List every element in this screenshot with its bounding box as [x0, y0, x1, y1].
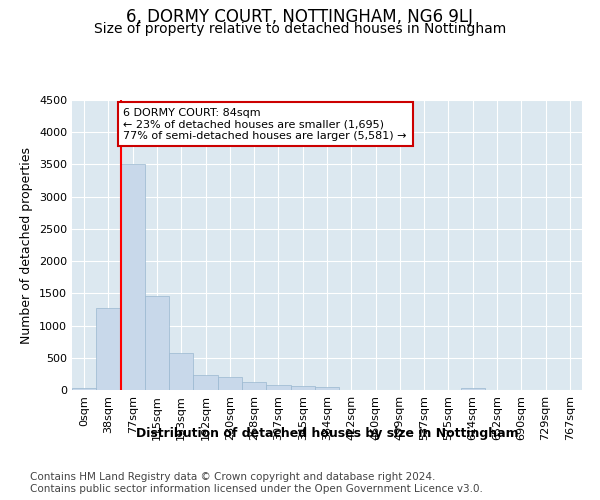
- Text: 6, DORMY COURT, NOTTINGHAM, NG6 9LJ: 6, DORMY COURT, NOTTINGHAM, NG6 9LJ: [127, 8, 473, 26]
- Bar: [96, 308, 121, 390]
- Bar: [461, 388, 485, 390]
- Bar: [169, 352, 193, 390]
- Bar: [218, 377, 242, 390]
- Bar: [266, 385, 290, 390]
- Bar: [242, 382, 266, 390]
- Bar: [193, 374, 218, 390]
- Text: Size of property relative to detached houses in Nottingham: Size of property relative to detached ho…: [94, 22, 506, 36]
- Bar: [72, 388, 96, 390]
- Y-axis label: Number of detached properties: Number of detached properties: [20, 146, 34, 344]
- Text: Distribution of detached houses by size in Nottingham: Distribution of detached houses by size …: [136, 428, 518, 440]
- Text: 6 DORMY COURT: 84sqm
← 23% of detached houses are smaller (1,695)
77% of semi-de: 6 DORMY COURT: 84sqm ← 23% of detached h…: [124, 108, 407, 141]
- Bar: [121, 164, 145, 390]
- Text: Contains HM Land Registry data © Crown copyright and database right 2024.: Contains HM Land Registry data © Crown c…: [30, 472, 436, 482]
- Text: Contains public sector information licensed under the Open Government Licence v3: Contains public sector information licen…: [30, 484, 483, 494]
- Bar: [315, 388, 339, 390]
- Bar: [290, 386, 315, 390]
- Bar: [145, 296, 169, 390]
